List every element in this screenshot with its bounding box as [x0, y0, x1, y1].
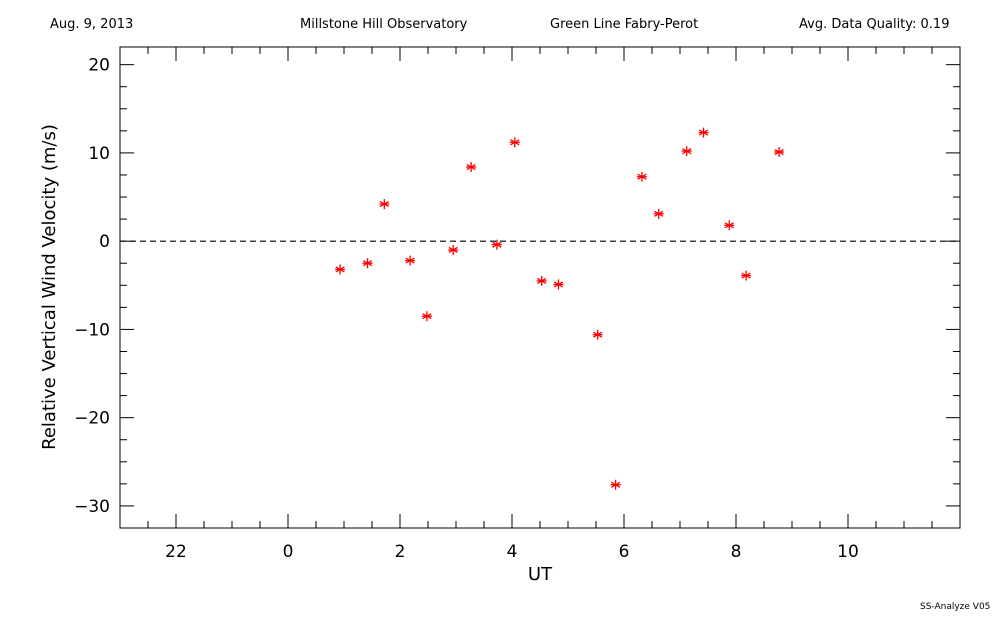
y-tick-label: −20: [74, 409, 110, 429]
data-point: [379, 199, 390, 210]
footer-version: SS-Analyze V05: [920, 602, 991, 612]
data-point: [362, 258, 373, 269]
data-point: [335, 264, 346, 275]
data-points: [335, 127, 785, 490]
header-instrument: Green Line Fabry-Perot: [550, 17, 699, 32]
data-point: [448, 244, 459, 255]
data-point: [653, 208, 664, 219]
x-tick-labels: 22 0 2 4 6 8 10: [165, 542, 859, 562]
y-tick-labels: 20 10 0 −10 −20 −30: [74, 56, 110, 517]
data-point: [681, 146, 692, 157]
data-point: [774, 147, 785, 158]
plot-frame: [119, 46, 961, 529]
x-tick-label: 8: [731, 542, 742, 562]
y-tick-label: 10: [88, 144, 110, 164]
data-point: [405, 255, 416, 266]
data-point: [636, 171, 647, 182]
y-axis-title: Relative Vertical Wind Velocity (m/s): [39, 124, 60, 450]
x-tick-label: 10: [837, 542, 859, 562]
data-point: [509, 137, 520, 148]
header-data-quality: Avg. Data Quality: 0.19: [799, 17, 950, 32]
x-tick-label: 0: [283, 542, 294, 562]
data-point: [421, 311, 432, 322]
y-tick-label: 0: [99, 232, 110, 252]
x-tick-label: 2: [395, 542, 406, 562]
x-tick-label: 22: [165, 542, 187, 562]
data-point: [610, 479, 621, 490]
data-point: [553, 279, 564, 290]
axis-ticks: [119, 47, 961, 529]
data-point: [741, 270, 752, 281]
y-tick-label: −10: [74, 320, 110, 340]
data-point: [698, 127, 709, 138]
y-tick-label: 20: [88, 56, 110, 76]
data-point: [536, 275, 547, 286]
x-tick-label: 4: [507, 542, 518, 562]
x-axis-title: UT: [528, 564, 553, 585]
x-tick-label: 6: [619, 542, 630, 562]
y-tick-label: −30: [74, 497, 110, 517]
header-date: Aug. 9, 2013: [50, 17, 134, 32]
data-point: [592, 329, 603, 340]
header-observatory: Millstone Hill Observatory: [300, 17, 468, 32]
data-point: [491, 239, 502, 250]
data-point: [724, 220, 735, 231]
data-point: [466, 162, 477, 173]
